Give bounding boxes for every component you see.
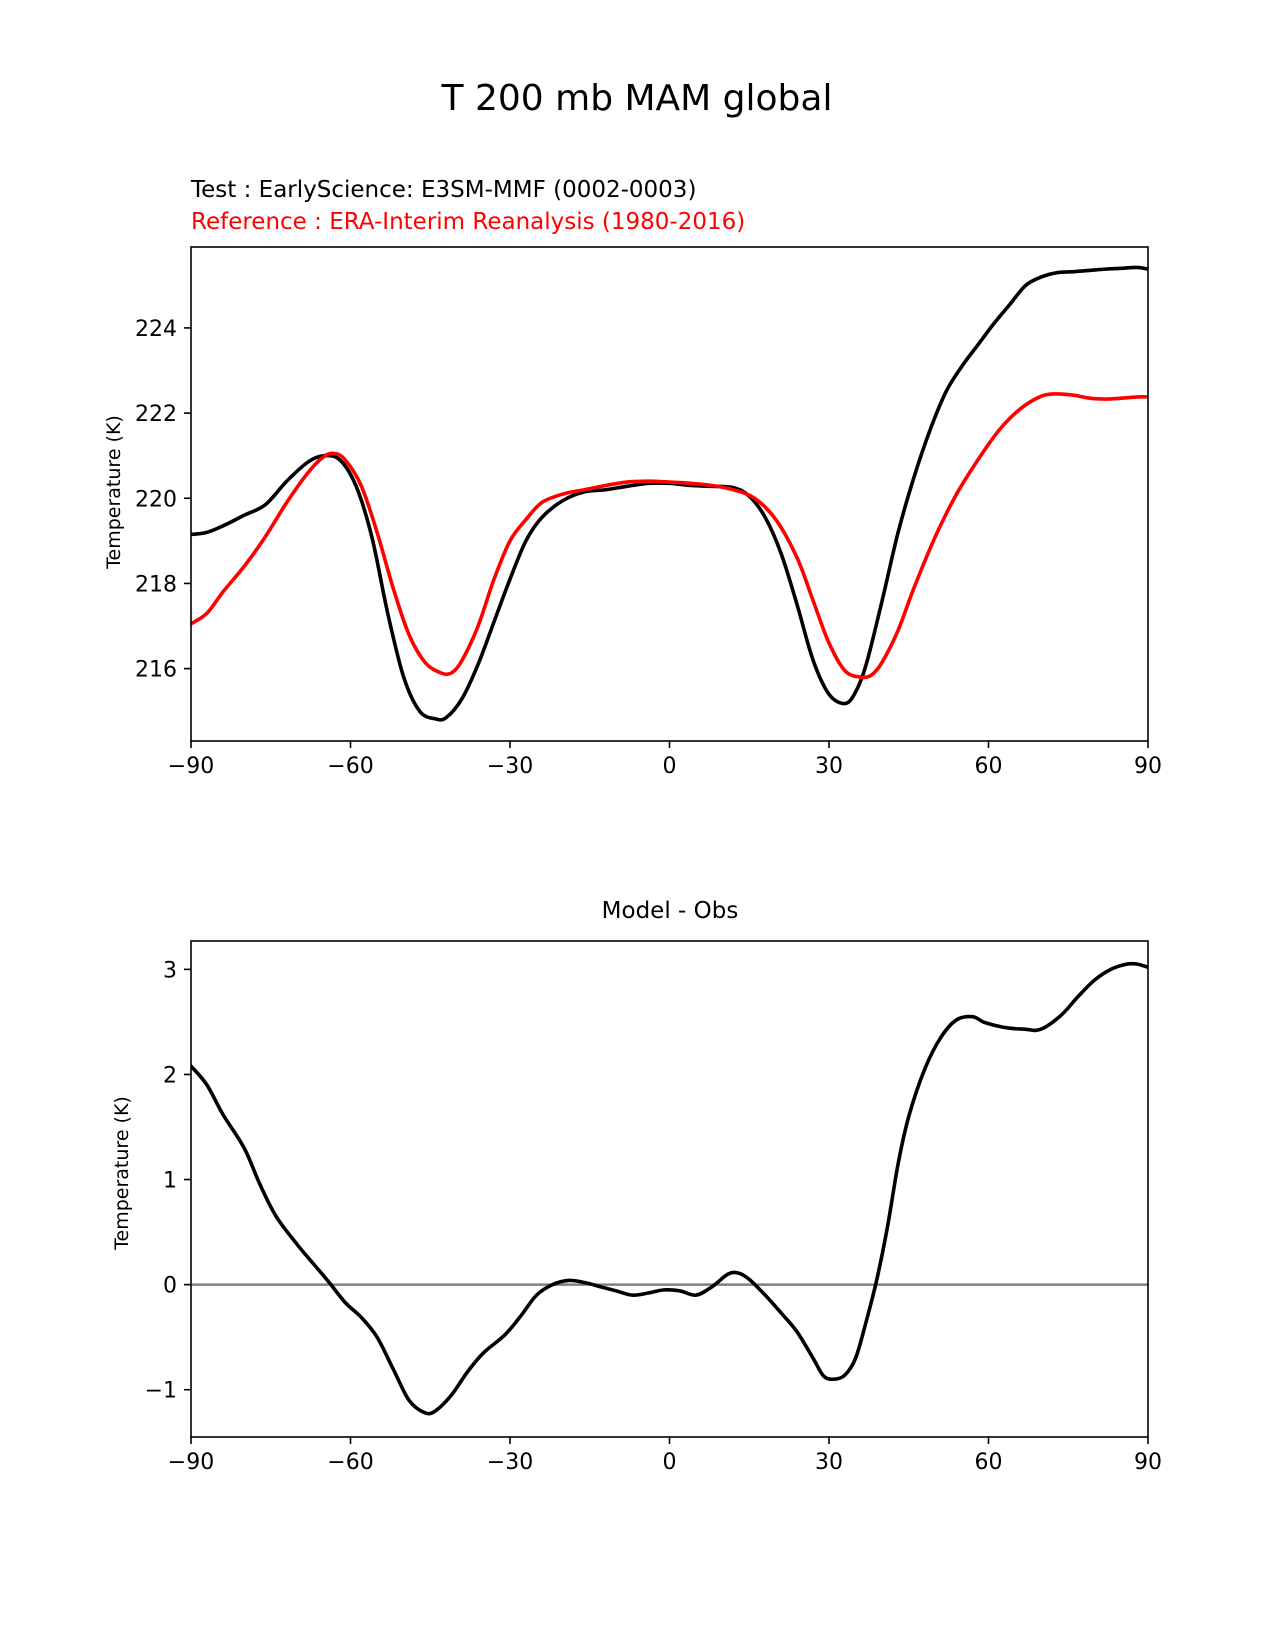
y-tick-label: 222 xyxy=(135,402,177,427)
y-tick-label: 3 xyxy=(163,958,177,983)
y-tick-label: 0 xyxy=(163,1274,177,1299)
x-tick-label: 0 xyxy=(663,1450,677,1475)
top-panel: Test : EarlyScience: E3SM-MMF (0002-0003… xyxy=(103,177,1162,779)
y-tick-label: 218 xyxy=(135,572,177,597)
y-tick-label: 216 xyxy=(135,658,177,683)
bottom-title: Model - Obs xyxy=(602,898,739,924)
y-tick-label: 1 xyxy=(163,1169,177,1194)
x-tick-label: −90 xyxy=(168,754,214,779)
x-tick-label: 90 xyxy=(1134,754,1162,779)
x-tick-label: −30 xyxy=(487,1450,533,1475)
bottom-ylabel: Temperature (K) xyxy=(111,1096,133,1251)
series-line-test xyxy=(191,265,1148,722)
axes-frame xyxy=(190,940,1149,1438)
test-label: Test : EarlyScience: E3SM-MMF (0002-0003… xyxy=(190,177,696,203)
x-tick-label: 60 xyxy=(975,754,1003,779)
y-tick-label: 2 xyxy=(163,1063,177,1088)
x-tick-label: 30 xyxy=(815,754,843,779)
top-ylabel: Temperature (K) xyxy=(103,415,125,570)
axes-frame xyxy=(190,246,1149,742)
x-tick-label: −60 xyxy=(327,1450,373,1475)
x-tick-label: −30 xyxy=(487,754,533,779)
x-tick-label: −60 xyxy=(327,754,373,779)
reference-label: Reference : ERA-Interim Reanalysis (1980… xyxy=(191,209,745,235)
series-line-model-obs xyxy=(191,961,1148,1416)
x-tick-label: 60 xyxy=(975,1450,1003,1475)
y-tick-label: 224 xyxy=(135,317,177,342)
x-tick-label: 0 xyxy=(663,754,677,779)
series-line-reference xyxy=(191,392,1148,680)
y-tick-label: 220 xyxy=(135,487,177,512)
figure-title: T 200 mb MAM global xyxy=(441,78,833,119)
bottom-panel: Model - Obs Temperature (K) −90 −60 −30 0 30… xyxy=(111,898,1162,1475)
x-tick-label: 30 xyxy=(815,1450,843,1475)
y-tick-label: −1 xyxy=(145,1379,177,1404)
x-tick-label: 90 xyxy=(1134,1450,1162,1475)
x-tick-label: −90 xyxy=(168,1450,214,1475)
